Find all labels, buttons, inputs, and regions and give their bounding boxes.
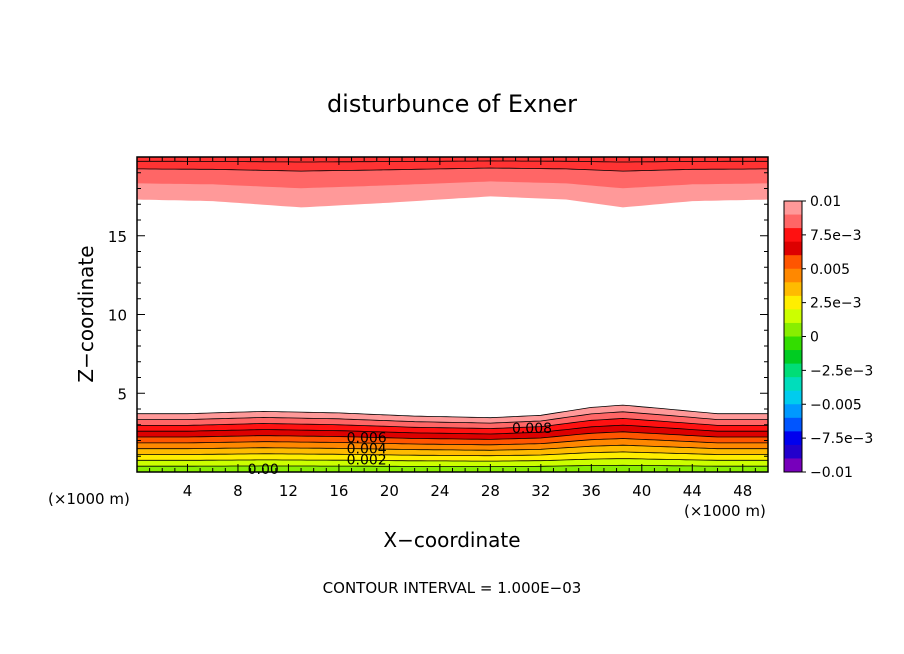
x-tick-label: 32 <box>531 482 550 500</box>
colorbar-segment <box>784 336 802 351</box>
colorbar-segment <box>784 363 802 378</box>
chart-title: disturbunce of Exner <box>327 90 577 118</box>
contour-line <box>137 424 768 435</box>
contour-line <box>137 160 768 163</box>
colorbar-segment <box>784 322 802 337</box>
contour-lines <box>137 160 768 467</box>
x-unit-right: (×1000 m) <box>684 502 766 520</box>
x-tick-label: 44 <box>683 482 702 500</box>
colorbar-label: −0.005 <box>810 397 862 413</box>
colorbar-segment <box>784 404 802 419</box>
x-tick-label: 16 <box>329 482 348 500</box>
contour-label: 0.004 <box>347 441 387 457</box>
y-tick-label: 15 <box>108 228 127 246</box>
colorbar-label: −7.5e−3 <box>810 431 873 447</box>
colorbar-label: 7.5e−3 <box>810 228 862 244</box>
contour-band <box>137 157 768 172</box>
x-tick-label: 48 <box>733 482 752 500</box>
y-tick-label: 5 <box>117 385 127 403</box>
x-axis-label: X−coordinate <box>383 528 520 552</box>
contour-line <box>137 438 768 446</box>
colorbar-segment <box>784 377 802 392</box>
contour-line <box>137 417 768 429</box>
x-tick-label: 24 <box>430 482 449 500</box>
colorbar-labels: 0.01 7.5e−3 0.005 2.5e−3 0 −2.5e−3 −0.005 −7.5e… <box>802 194 873 481</box>
x-tick-label: 40 <box>632 482 651 500</box>
contour-fill <box>137 157 768 472</box>
colorbar-label: 2.5e−3 <box>810 296 862 312</box>
contour-label: 0.008 <box>512 421 552 437</box>
colorbar-label: 0.01 <box>810 194 841 210</box>
colorbar-segment <box>784 350 802 365</box>
colorbar-label: 0 <box>810 330 819 346</box>
colorbar-segment <box>784 458 802 473</box>
contour-line <box>137 444 768 451</box>
contour-line <box>137 464 768 467</box>
x-tick-label: 12 <box>279 482 298 500</box>
x-unit-left: (×1000 m) <box>48 490 130 508</box>
colorbar-segment <box>784 255 802 270</box>
colorbar-segment <box>784 214 802 229</box>
x-tick-label: 20 <box>380 482 399 500</box>
x-tick-label: 8 <box>233 482 243 500</box>
contour-line <box>137 167 768 172</box>
colorbar-segment <box>784 309 802 324</box>
colorbar-segment <box>784 431 802 446</box>
colorbar-segment <box>784 241 802 256</box>
colorbar-label: −2.5e−3 <box>810 363 873 379</box>
contour-line <box>137 431 768 440</box>
colorbar-segment <box>784 417 802 432</box>
contour-label: 0.006 <box>347 430 387 446</box>
y-tick-labels: 5 10 15 <box>108 228 127 404</box>
colorbar-segment <box>784 295 802 310</box>
colorbar-segment <box>784 201 802 216</box>
x-tick-label: 28 <box>481 482 500 500</box>
colorbar-segment <box>784 228 802 243</box>
colorbar-segment <box>784 268 802 283</box>
y-tick-label: 10 <box>108 307 127 325</box>
colorbar-label: 0.005 <box>810 262 850 278</box>
x-tick-labels: 4 8 12 16 20 24 28 32 36 40 44 48 <box>183 482 753 500</box>
axis-ticks <box>137 157 768 472</box>
colorbar-segment <box>784 444 802 459</box>
x-tick-label: 4 <box>183 482 193 500</box>
colorbar <box>783 200 803 473</box>
contour-label: 0.002 <box>347 452 387 468</box>
contour-line <box>137 411 768 424</box>
contour-line <box>137 458 768 462</box>
x-tick-label: 36 <box>582 482 601 500</box>
contour-interval-note: CONTOUR INTERVAL = 1.000E−03 <box>323 579 582 597</box>
colorbar-label: −0.01 <box>810 465 853 481</box>
colorbar-segment <box>784 282 802 297</box>
contour-line <box>137 451 768 457</box>
y-axis-label: Z−coordinate <box>74 245 98 382</box>
colorbar-segment <box>784 390 802 405</box>
contour-line <box>137 404 768 419</box>
